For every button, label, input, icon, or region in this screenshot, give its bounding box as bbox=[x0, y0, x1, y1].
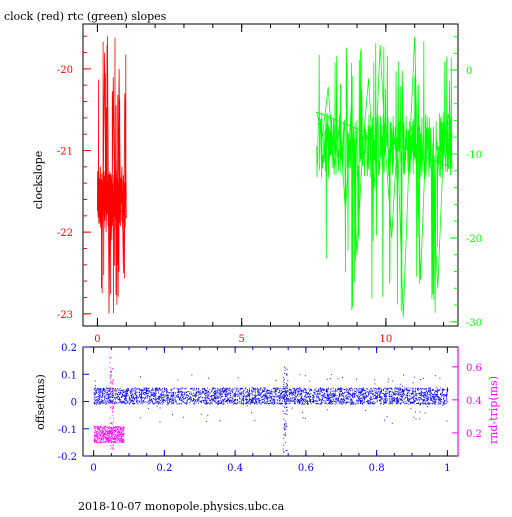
bottom-series bbox=[93, 357, 449, 453]
bottom-x-tick-label: 0.2 bbox=[156, 463, 172, 474]
top-x-tick-label: 0 bbox=[94, 334, 100, 345]
bottom-yl-tick-label: 0.1 bbox=[61, 370, 77, 381]
top-yl-tick-label: -22 bbox=[57, 228, 73, 239]
top-yl-tick-label: -21 bbox=[57, 147, 73, 158]
bottom-ylabel-left: offset(ms) bbox=[34, 374, 47, 430]
bottom-x-tick-label: 1 bbox=[444, 463, 450, 474]
bottom-yl-tick-label: 0.2 bbox=[61, 343, 77, 354]
top-ylabel: clockslope bbox=[32, 151, 45, 209]
bottom-ylabel-right: rnd-trip(ms) bbox=[487, 376, 500, 444]
bottom-x-tick-label: 0.4 bbox=[227, 463, 243, 474]
top-x-tick-label: 10 bbox=[380, 334, 393, 345]
bottom-x-tick-label: 0.8 bbox=[369, 463, 385, 474]
bottom-yr-tick-label: 0.2 bbox=[466, 429, 482, 440]
bottom-ticks: 0 0.2 0.4 0.6 0.8 1 0.2 0.1 0 -0.1 -0.2 0.6 0.4 0.2 bbox=[58, 343, 482, 474]
top-series bbox=[96, 36, 453, 318]
bottom-yr-tick-label: 0.6 bbox=[466, 363, 482, 374]
bottom-yr-tick-label: 0.4 bbox=[466, 396, 482, 407]
series-rtc bbox=[316, 36, 453, 318]
bottom-yl-tick-label: 0 bbox=[71, 398, 77, 409]
series-rnd-trip bbox=[93, 357, 125, 450]
page-title: clock (red) rtc (green) slopes bbox=[4, 10, 167, 23]
top-yr-tick-label: -20 bbox=[466, 234, 482, 245]
top-plot: clockslope 0 5 10 -20 -21 -22 -23 0 -10 -20 -30 bbox=[32, 23, 482, 345]
top-x-tick-label: 5 bbox=[238, 334, 244, 345]
top-yr-tick-label: -30 bbox=[466, 318, 482, 329]
bottom-yl-tick-label: -0.1 bbox=[58, 425, 77, 436]
series-clock bbox=[96, 36, 127, 314]
bottom-x-tick-label: 0.6 bbox=[298, 463, 314, 474]
footer-text: 2018-10-07 monopole.physics.ubc.ca bbox=[78, 500, 285, 512]
top-yl-tick-label: -20 bbox=[57, 65, 73, 76]
bottom-x-tick-label: 0 bbox=[90, 463, 96, 474]
series-offset bbox=[93, 366, 449, 453]
bottom-yl-tick-label: -0.2 bbox=[58, 452, 77, 463]
bottom-plot: offset(ms) rnd-trip(ms) 0 0.2 0.4 0.6 0.8 1 0.… bbox=[34, 343, 500, 474]
top-yr-tick-label: -10 bbox=[466, 150, 482, 161]
top-yl-tick-label: -23 bbox=[57, 310, 73, 321]
top-yr-tick-label: 0 bbox=[466, 66, 472, 77]
top-ticks: 0 5 10 -20 -21 -22 -23 0 -10 -20 -30 bbox=[57, 24, 482, 345]
